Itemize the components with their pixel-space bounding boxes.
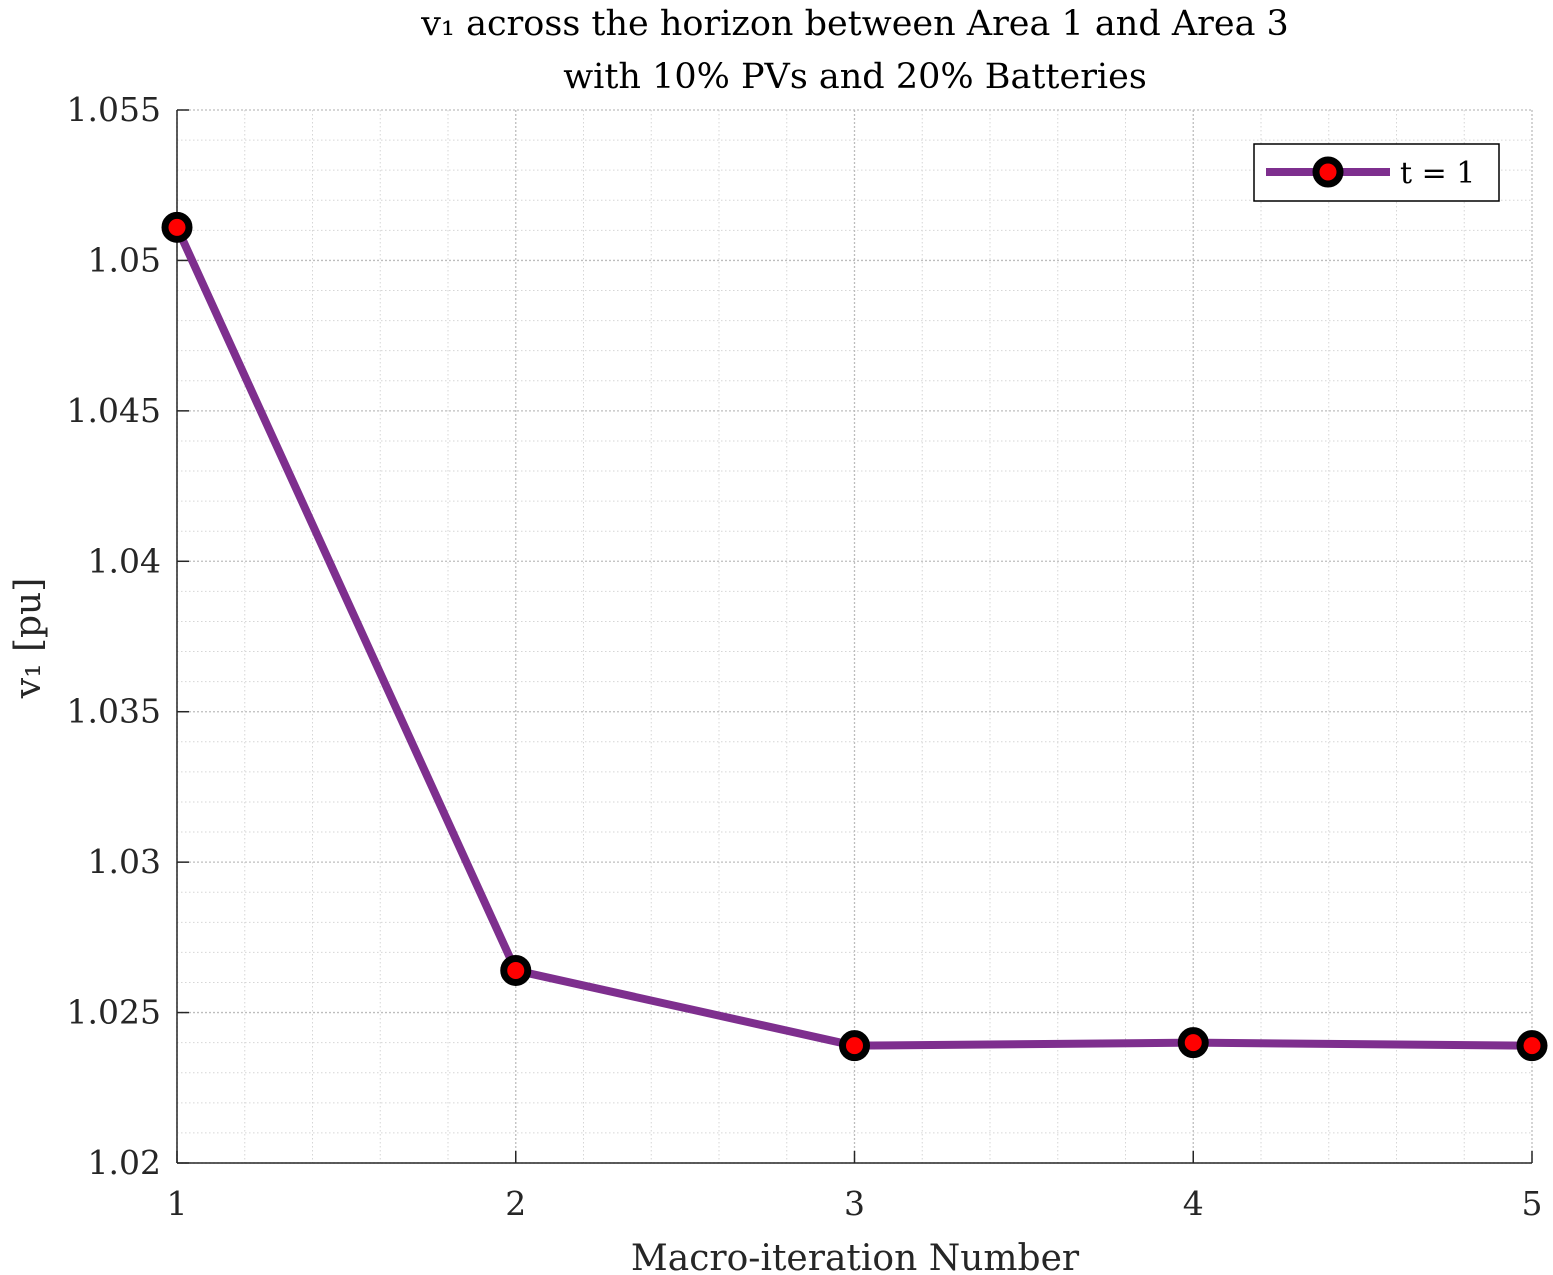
y-tick-label: 1.03	[88, 842, 161, 881]
x-tick-label: 5	[1522, 1184, 1543, 1223]
y-tick-label: 1.05	[88, 240, 161, 279]
x-tick-label: 1	[167, 1184, 188, 1223]
y-tick-label: 1.04	[88, 541, 161, 580]
data-point-marker	[839, 1030, 870, 1062]
data-point-marker	[1516, 1030, 1548, 1062]
x-tick-label: 4	[1183, 1184, 1204, 1223]
data-point-marker	[1177, 1027, 1209, 1059]
legend-marker-swatch	[1312, 156, 1344, 188]
tick-labels: 1 2 3 4 5 1.02 1.025 1.03 1.035 1.04 1.045 1.05 1.05…	[67, 90, 1543, 1223]
chart-title-line1: v₁ across the horizon between Area 1 and…	[420, 4, 1289, 44]
y-tick-label: 1.025	[67, 993, 161, 1032]
x-axis-label: Macro-iteration Number	[631, 1238, 1080, 1275]
x-tick-label: 3	[844, 1184, 865, 1223]
y-axis-label: v₁ [pu]	[8, 578, 49, 700]
legend-label: t = 1	[1400, 156, 1475, 191]
data-point-marker	[500, 954, 532, 986]
y-tick-label: 1.055	[67, 90, 161, 129]
legend: t = 1	[1253, 143, 1500, 202]
data-point-marker	[161, 211, 193, 243]
y-tick-label: 1.045	[67, 391, 161, 430]
y-tick-label: 1.035	[67, 692, 161, 731]
grid-lines	[176, 109, 1533, 1164]
x-tick-label: 2	[505, 1184, 526, 1223]
y-tick-label: 1.02	[88, 1143, 161, 1182]
axes	[176, 109, 1533, 1164]
chart-title-line2: with 10% PVs and 20% Batteries	[563, 57, 1147, 97]
series-layer	[161, 211, 1548, 1062]
